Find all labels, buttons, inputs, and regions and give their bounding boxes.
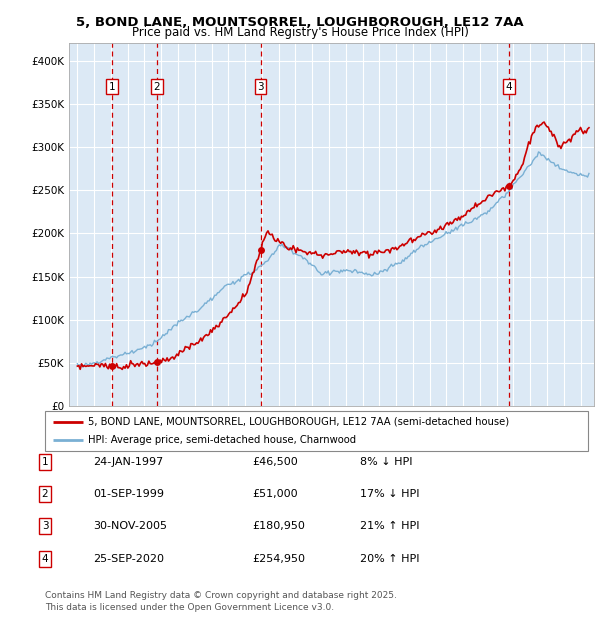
Text: 01-SEP-1999: 01-SEP-1999 bbox=[93, 489, 164, 499]
Text: 4: 4 bbox=[506, 82, 512, 92]
Text: 4: 4 bbox=[41, 554, 49, 564]
Text: 2: 2 bbox=[154, 82, 160, 92]
Text: 3: 3 bbox=[257, 82, 264, 92]
Text: 5, BOND LANE, MOUNTSORREL, LOUGHBOROUGH, LE12 7AA: 5, BOND LANE, MOUNTSORREL, LOUGHBOROUGH,… bbox=[76, 16, 524, 29]
Text: HPI: Average price, semi-detached house, Charnwood: HPI: Average price, semi-detached house,… bbox=[88, 435, 356, 446]
Text: This data is licensed under the Open Government Licence v3.0.: This data is licensed under the Open Gov… bbox=[45, 603, 334, 612]
Text: Price paid vs. HM Land Registry's House Price Index (HPI): Price paid vs. HM Land Registry's House … bbox=[131, 26, 469, 39]
Text: 2: 2 bbox=[41, 489, 49, 499]
Text: 20% ↑ HPI: 20% ↑ HPI bbox=[360, 554, 419, 564]
Text: £180,950: £180,950 bbox=[252, 521, 305, 531]
Text: 30-NOV-2005: 30-NOV-2005 bbox=[93, 521, 167, 531]
Text: 8% ↓ HPI: 8% ↓ HPI bbox=[360, 457, 413, 467]
Text: 21% ↑ HPI: 21% ↑ HPI bbox=[360, 521, 419, 531]
FancyBboxPatch shape bbox=[45, 411, 588, 451]
Text: 1: 1 bbox=[41, 457, 49, 467]
Text: 5, BOND LANE, MOUNTSORREL, LOUGHBOROUGH, LE12 7AA (semi-detached house): 5, BOND LANE, MOUNTSORREL, LOUGHBOROUGH,… bbox=[88, 417, 509, 427]
Text: £254,950: £254,950 bbox=[252, 554, 305, 564]
Text: £51,000: £51,000 bbox=[252, 489, 298, 499]
Text: 24-JAN-1997: 24-JAN-1997 bbox=[93, 457, 163, 467]
Text: 3: 3 bbox=[41, 521, 49, 531]
Text: 25-SEP-2020: 25-SEP-2020 bbox=[93, 554, 164, 564]
Text: Contains HM Land Registry data © Crown copyright and database right 2025.: Contains HM Land Registry data © Crown c… bbox=[45, 591, 397, 600]
Text: 1: 1 bbox=[109, 82, 115, 92]
Text: £46,500: £46,500 bbox=[252, 457, 298, 467]
Text: 17% ↓ HPI: 17% ↓ HPI bbox=[360, 489, 419, 499]
